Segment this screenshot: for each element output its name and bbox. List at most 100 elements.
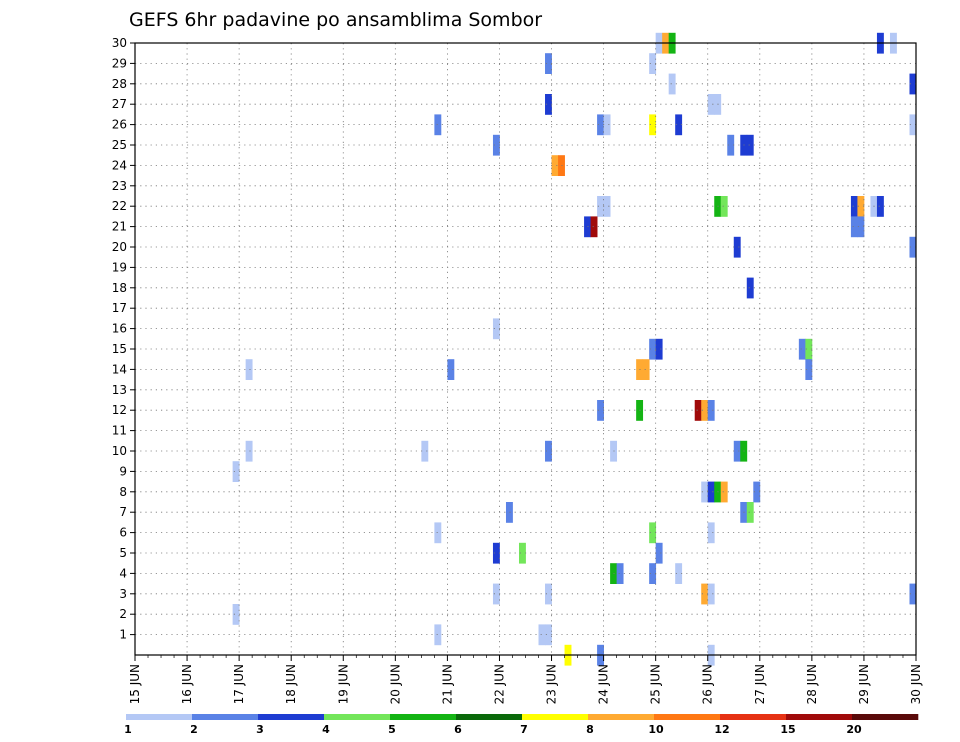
data-cell [909,236,917,258]
y-tick-label: 22 [112,199,127,213]
legend-label: 8 [586,723,594,736]
data-cell [232,461,240,482]
y-tick-label: 29 [112,56,127,70]
y-axis: 1234567891011121314151617181920212223242… [112,36,135,642]
data-cell [668,73,676,95]
legend-swatch [192,714,259,720]
legend-label: 15 [780,723,795,736]
data-cell [909,114,917,136]
data-cell [590,216,598,238]
data-cell [805,359,813,380]
data-cell [545,624,552,646]
data-cell [434,624,442,646]
y-tick-label: 12 [112,403,127,417]
y-tick-label: 16 [112,322,127,336]
legend-swatch [786,714,853,720]
data-cell [733,236,741,258]
data-cell [753,481,761,503]
data-cell [701,400,709,421]
legend-label: 5 [388,723,396,736]
legend-label: 1 [124,723,132,736]
x-tick-label: 24 JUN [597,664,611,704]
x-tick-label: 22 JUN [492,664,506,704]
data-cell [707,94,715,115]
x-tick-label: 20 JUN [388,664,402,704]
data-cell [857,216,865,238]
y-tick-label: 28 [112,77,127,91]
x-tick-label: 17 JUN [232,664,246,704]
legend-swatch [588,714,655,720]
data-cell [421,440,429,462]
x-tick-label: 23 JUN [545,664,559,704]
x-tick-label: 29 JUN [857,664,871,704]
x-tick-label: 26 JUN [701,664,715,704]
data-cell [551,155,559,176]
y-tick-label: 1 [119,628,127,642]
data-cell [447,359,455,380]
data-cell [720,196,728,217]
legend-swatch [456,714,523,720]
data-cell [545,440,552,462]
data-cell [733,440,741,462]
data-cell [707,522,715,544]
data-cell [805,338,813,360]
x-tick-label: 30 JUN [909,664,923,704]
y-tick-label: 20 [112,240,127,254]
y-tick-label: 9 [119,464,127,478]
x-tick-label: 19 JUN [336,664,350,704]
data-cell [746,277,754,299]
data-cell [727,134,735,156]
data-cell [701,583,709,605]
x-tick-label: 15 JUN [128,664,142,704]
y-tick-label: 4 [119,566,127,580]
data-cell [850,216,858,238]
data-cell [492,583,500,605]
data-cell [857,196,865,217]
data-cell [876,196,884,217]
x-tick-label: 28 JUN [805,664,819,704]
y-tick-label: 27 [112,97,127,111]
data-cell [597,114,604,136]
data-cell [649,114,657,136]
data-cell [909,583,917,605]
data-cells [232,32,917,666]
data-cell [655,338,663,360]
data-cell [850,196,858,217]
data-cell [675,114,683,136]
legend-label: 12 [714,723,729,736]
data-cell [701,481,709,503]
legend-label: 6 [454,723,462,736]
data-cell [707,481,715,503]
y-tick-label: 24 [112,158,127,172]
data-cell [245,440,253,462]
grid-lines [135,42,917,655]
y-tick-label: 25 [112,138,127,152]
y-tick-label: 5 [119,546,127,560]
x-tick-label: 21 JUN [440,664,454,704]
data-cell [675,563,683,584]
data-cell [492,134,500,156]
y-tick-label: 8 [119,485,127,499]
y-tick-label: 21 [112,220,127,234]
legend-label: 2 [190,723,198,736]
y-tick-label: 19 [112,260,127,274]
y-tick-label: 26 [112,118,127,132]
x-tick-label: 27 JUN [753,664,767,704]
data-cell [707,400,715,421]
data-cell [649,53,657,74]
data-cell [720,481,728,503]
legend-label: 4 [322,723,330,736]
legend-label: 10 [648,723,664,736]
y-tick-label: 7 [119,505,127,519]
data-cell [597,400,604,421]
legend-swatch [654,714,721,720]
data-cell [603,196,611,217]
y-tick-label: 3 [119,587,127,601]
y-tick-label: 2 [119,607,127,621]
y-tick-label: 15 [112,342,127,356]
y-tick-label: 23 [112,179,127,193]
legend-label: 7 [520,723,528,736]
data-cell [518,542,526,564]
legend-label: 3 [256,723,264,736]
